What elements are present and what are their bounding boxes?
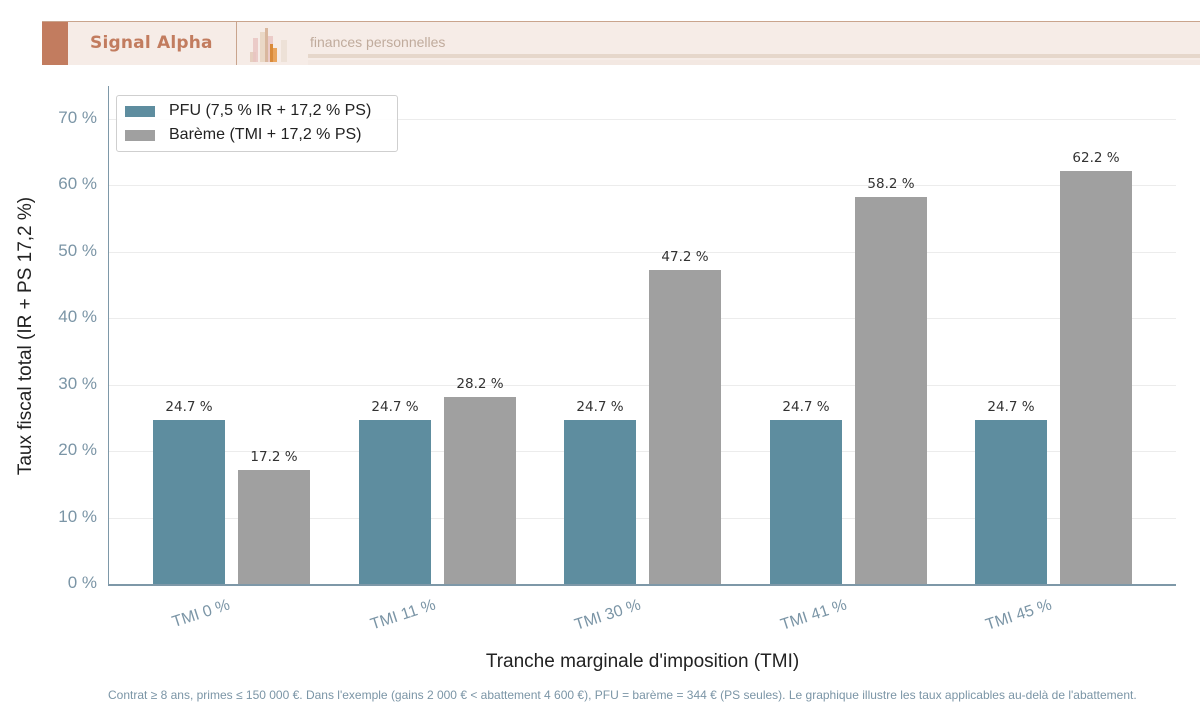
gridline: [109, 385, 1176, 386]
bar-pfu: [564, 419, 636, 584]
brand-name: Signal Alpha: [90, 33, 213, 53]
x-tick-label: TMI 41 %: [778, 596, 849, 634]
gridline: [109, 518, 1176, 519]
bar-pfu: [770, 419, 842, 584]
tagline-rule: [308, 54, 1200, 58]
bar-value-label: 28.2 %: [456, 375, 504, 392]
tagline-rule-light: [308, 60, 1200, 65]
y-tick-label: 20 %: [58, 440, 97, 459]
bar-value-label: 58.2 %: [867, 176, 915, 193]
y-axis-title: Taux fiscal total (IR + PS 17,2 %): [15, 196, 36, 476]
y-tick-label: 30 %: [58, 374, 97, 393]
legend-item-pfu: PFU (7,5 % IR + 17,2 % PS): [125, 100, 371, 122]
bar-value-label: 17.2 %: [250, 448, 298, 465]
gridline: [109, 119, 1176, 120]
bar-value-label: 62.2 %: [1072, 149, 1120, 166]
x-axis-title: Tranche marginale d'imposition (TMI): [485, 651, 800, 672]
gridline: [109, 451, 1176, 452]
header-banner: Signal Alpha finances personnelles: [42, 21, 1200, 65]
x-tick-label: TMI 11 %: [368, 596, 438, 634]
legend-swatch-pfu: [125, 105, 155, 117]
y-tick-label: 10 %: [58, 507, 97, 526]
bar-bareme: [855, 197, 927, 584]
bar-value-label: 24.7 %: [782, 398, 830, 415]
bar-value-label: 47.2 %: [661, 249, 709, 266]
gridline: [109, 318, 1176, 319]
bar-pfu: [975, 419, 1047, 584]
brand-color-block: [42, 22, 68, 65]
bar-value-label: 24.7 %: [165, 398, 213, 415]
banner-divider: [236, 22, 237, 65]
x-tick-label: TMI 45 %: [983, 596, 1054, 634]
bar-bareme: [649, 270, 721, 584]
tagline: finances personnelles: [310, 34, 446, 50]
bar-bareme: [1060, 170, 1132, 584]
bar-value-label: 24.7 %: [576, 398, 624, 415]
y-axis-line: [108, 86, 109, 585]
x-tick-label: TMI 30 %: [572, 596, 643, 634]
footnote: Contrat ≥ 8 ans, primes ≤ 150 000 €. Dan…: [108, 688, 1137, 702]
bar-pfu: [359, 419, 431, 584]
legend-label-bareme: Barème (TMI + 17,2 % PS): [169, 126, 362, 143]
x-axis-line: [108, 584, 1176, 586]
bar-chart-logo-icon: [250, 28, 287, 62]
gridline: [109, 252, 1176, 253]
y-tick-label: 50 %: [58, 241, 97, 260]
gridline: [109, 185, 1176, 186]
y-tick-label: 70 %: [58, 108, 97, 127]
bar-pfu: [153, 419, 225, 584]
chart-legend: PFU (7,5 % IR + 17,2 % PS) Barème (TMI +…: [116, 95, 398, 152]
x-tick-label: TMI 0 %: [170, 596, 232, 632]
y-tick-label: 60 %: [58, 174, 97, 193]
legend-item-bareme: Barème (TMI + 17,2 % PS): [125, 124, 362, 146]
bar-value-label: 24.7 %: [371, 398, 419, 415]
bar-bareme: [238, 469, 310, 584]
y-tick-label: 0 %: [67, 573, 97, 592]
bar-value-label: 24.7 %: [987, 398, 1035, 415]
legend-swatch-bareme: [125, 129, 155, 141]
legend-label-pfu: PFU (7,5 % IR + 17,2 % PS): [169, 102, 372, 119]
y-tick-label: 40 %: [58, 307, 97, 326]
bar-bareme: [444, 396, 516, 584]
